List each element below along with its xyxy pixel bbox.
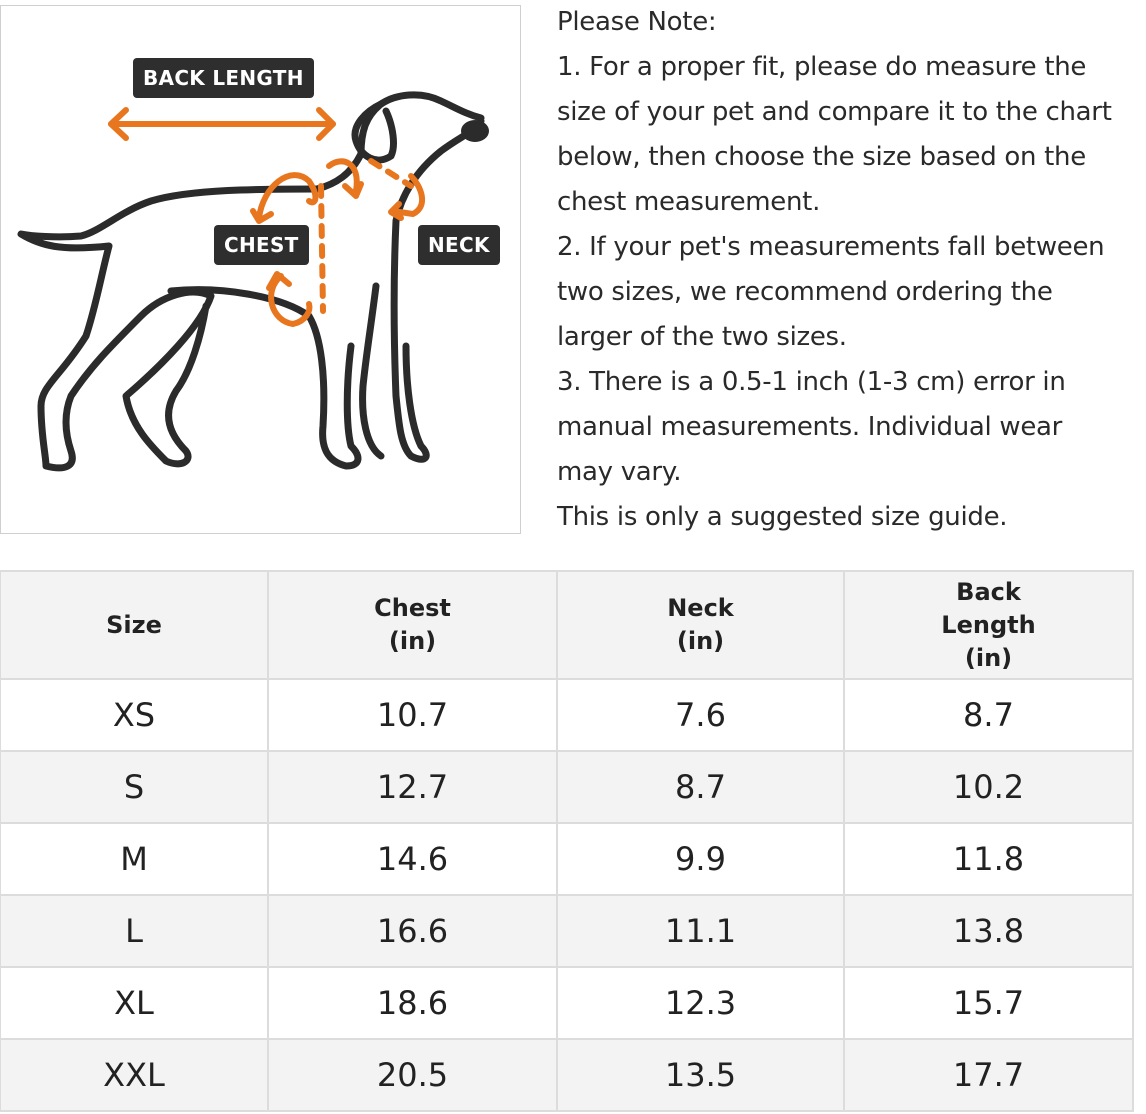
cell-back-length: 15.7 bbox=[843, 966, 1134, 1040]
cell-size: XS bbox=[0, 678, 269, 752]
table-row: L 16.6 11.1 13.8 bbox=[0, 894, 1134, 968]
table-row: M 14.6 9.9 11.8 bbox=[0, 822, 1134, 896]
cell-neck: 12.3 bbox=[556, 966, 845, 1040]
header-text: Length bbox=[941, 610, 1036, 639]
header-size: Size bbox=[0, 570, 269, 680]
note-line: below, then choose the size based on the bbox=[557, 142, 1086, 172]
header-back-length: Back Length (in) bbox=[843, 570, 1134, 680]
cell-neck: 11.1 bbox=[556, 894, 845, 968]
header-unit: (in) bbox=[676, 627, 725, 655]
cell-chest: 10.7 bbox=[267, 678, 558, 752]
header-neck: Neck (in) bbox=[556, 570, 845, 680]
cell-neck: 8.7 bbox=[556, 750, 845, 824]
cell-size: M bbox=[0, 822, 269, 896]
dog-measurement-illustration: BACK LENGTH CHEST NECK bbox=[0, 5, 521, 534]
cell-size: L bbox=[0, 894, 269, 968]
cell-chest: 20.5 bbox=[267, 1038, 558, 1112]
note-line: This is only a suggested size guide. bbox=[557, 502, 1008, 532]
cell-size: XL bbox=[0, 966, 269, 1040]
size-notes: Please Note: 1. For a proper fit, please… bbox=[557, 0, 1112, 540]
note-line: size of your pet and compare it to the c… bbox=[557, 97, 1112, 127]
note-line: larger of the two sizes. bbox=[557, 322, 847, 352]
cell-back-length: 13.8 bbox=[843, 894, 1134, 968]
note-line: 2. If your pet's measurements fall betwe… bbox=[557, 232, 1105, 262]
dog-outline-icon bbox=[17, 91, 489, 472]
cell-back-length: 11.8 bbox=[843, 822, 1134, 896]
note-line: chest measurement. bbox=[557, 187, 821, 217]
note-line: may vary. bbox=[557, 457, 682, 487]
cell-size: XXL bbox=[0, 1038, 269, 1112]
header-unit: (in) bbox=[388, 627, 437, 655]
cell-chest: 18.6 bbox=[267, 966, 558, 1040]
header-text: Chest bbox=[374, 594, 451, 622]
header-unit: (in) bbox=[964, 643, 1013, 672]
header-text: Back bbox=[956, 577, 1021, 606]
neck-label: NECK bbox=[418, 225, 500, 265]
cell-neck: 13.5 bbox=[556, 1038, 845, 1112]
table-row: XXL 20.5 13.5 17.7 bbox=[0, 1038, 1134, 1112]
note-line: 1. For a proper fit, please do measure t… bbox=[557, 52, 1087, 82]
table-row: XL 18.6 12.3 15.7 bbox=[0, 966, 1134, 1040]
header-text: Neck bbox=[667, 594, 734, 622]
note-line: two sizes, we recommend ordering the bbox=[557, 277, 1053, 307]
header-chest: Chest (in) bbox=[267, 570, 558, 680]
note-line: 3. There is a 0.5-1 inch (1-3 cm) error … bbox=[557, 367, 1066, 397]
cell-back-length: 8.7 bbox=[843, 678, 1134, 752]
cell-neck: 7.6 bbox=[556, 678, 845, 752]
cell-chest: 14.6 bbox=[267, 822, 558, 896]
cell-size: S bbox=[0, 750, 269, 824]
header-text: Size bbox=[106, 610, 162, 639]
notes-heading: Please Note: bbox=[557, 7, 717, 37]
cell-chest: 12.7 bbox=[267, 750, 558, 824]
back-length-label: BACK LENGTH bbox=[133, 58, 314, 98]
table-header-row: Size Chest (in) Neck (in) Back Length (in) bbox=[0, 570, 1134, 680]
table-row: XS 10.7 7.6 8.7 bbox=[0, 678, 1134, 752]
note-line: manual measurements. Individual wear bbox=[557, 412, 1063, 442]
size-table: Size Chest (in) Neck (in) Back Length (in) X… bbox=[0, 570, 1134, 1112]
cell-chest: 16.6 bbox=[267, 894, 558, 968]
cell-neck: 9.9 bbox=[556, 822, 845, 896]
table-row: S 12.7 8.7 10.2 bbox=[0, 750, 1134, 824]
cell-back-length: 17.7 bbox=[843, 1038, 1134, 1112]
cell-back-length: 10.2 bbox=[843, 750, 1134, 824]
chest-label: CHEST bbox=[214, 225, 309, 265]
